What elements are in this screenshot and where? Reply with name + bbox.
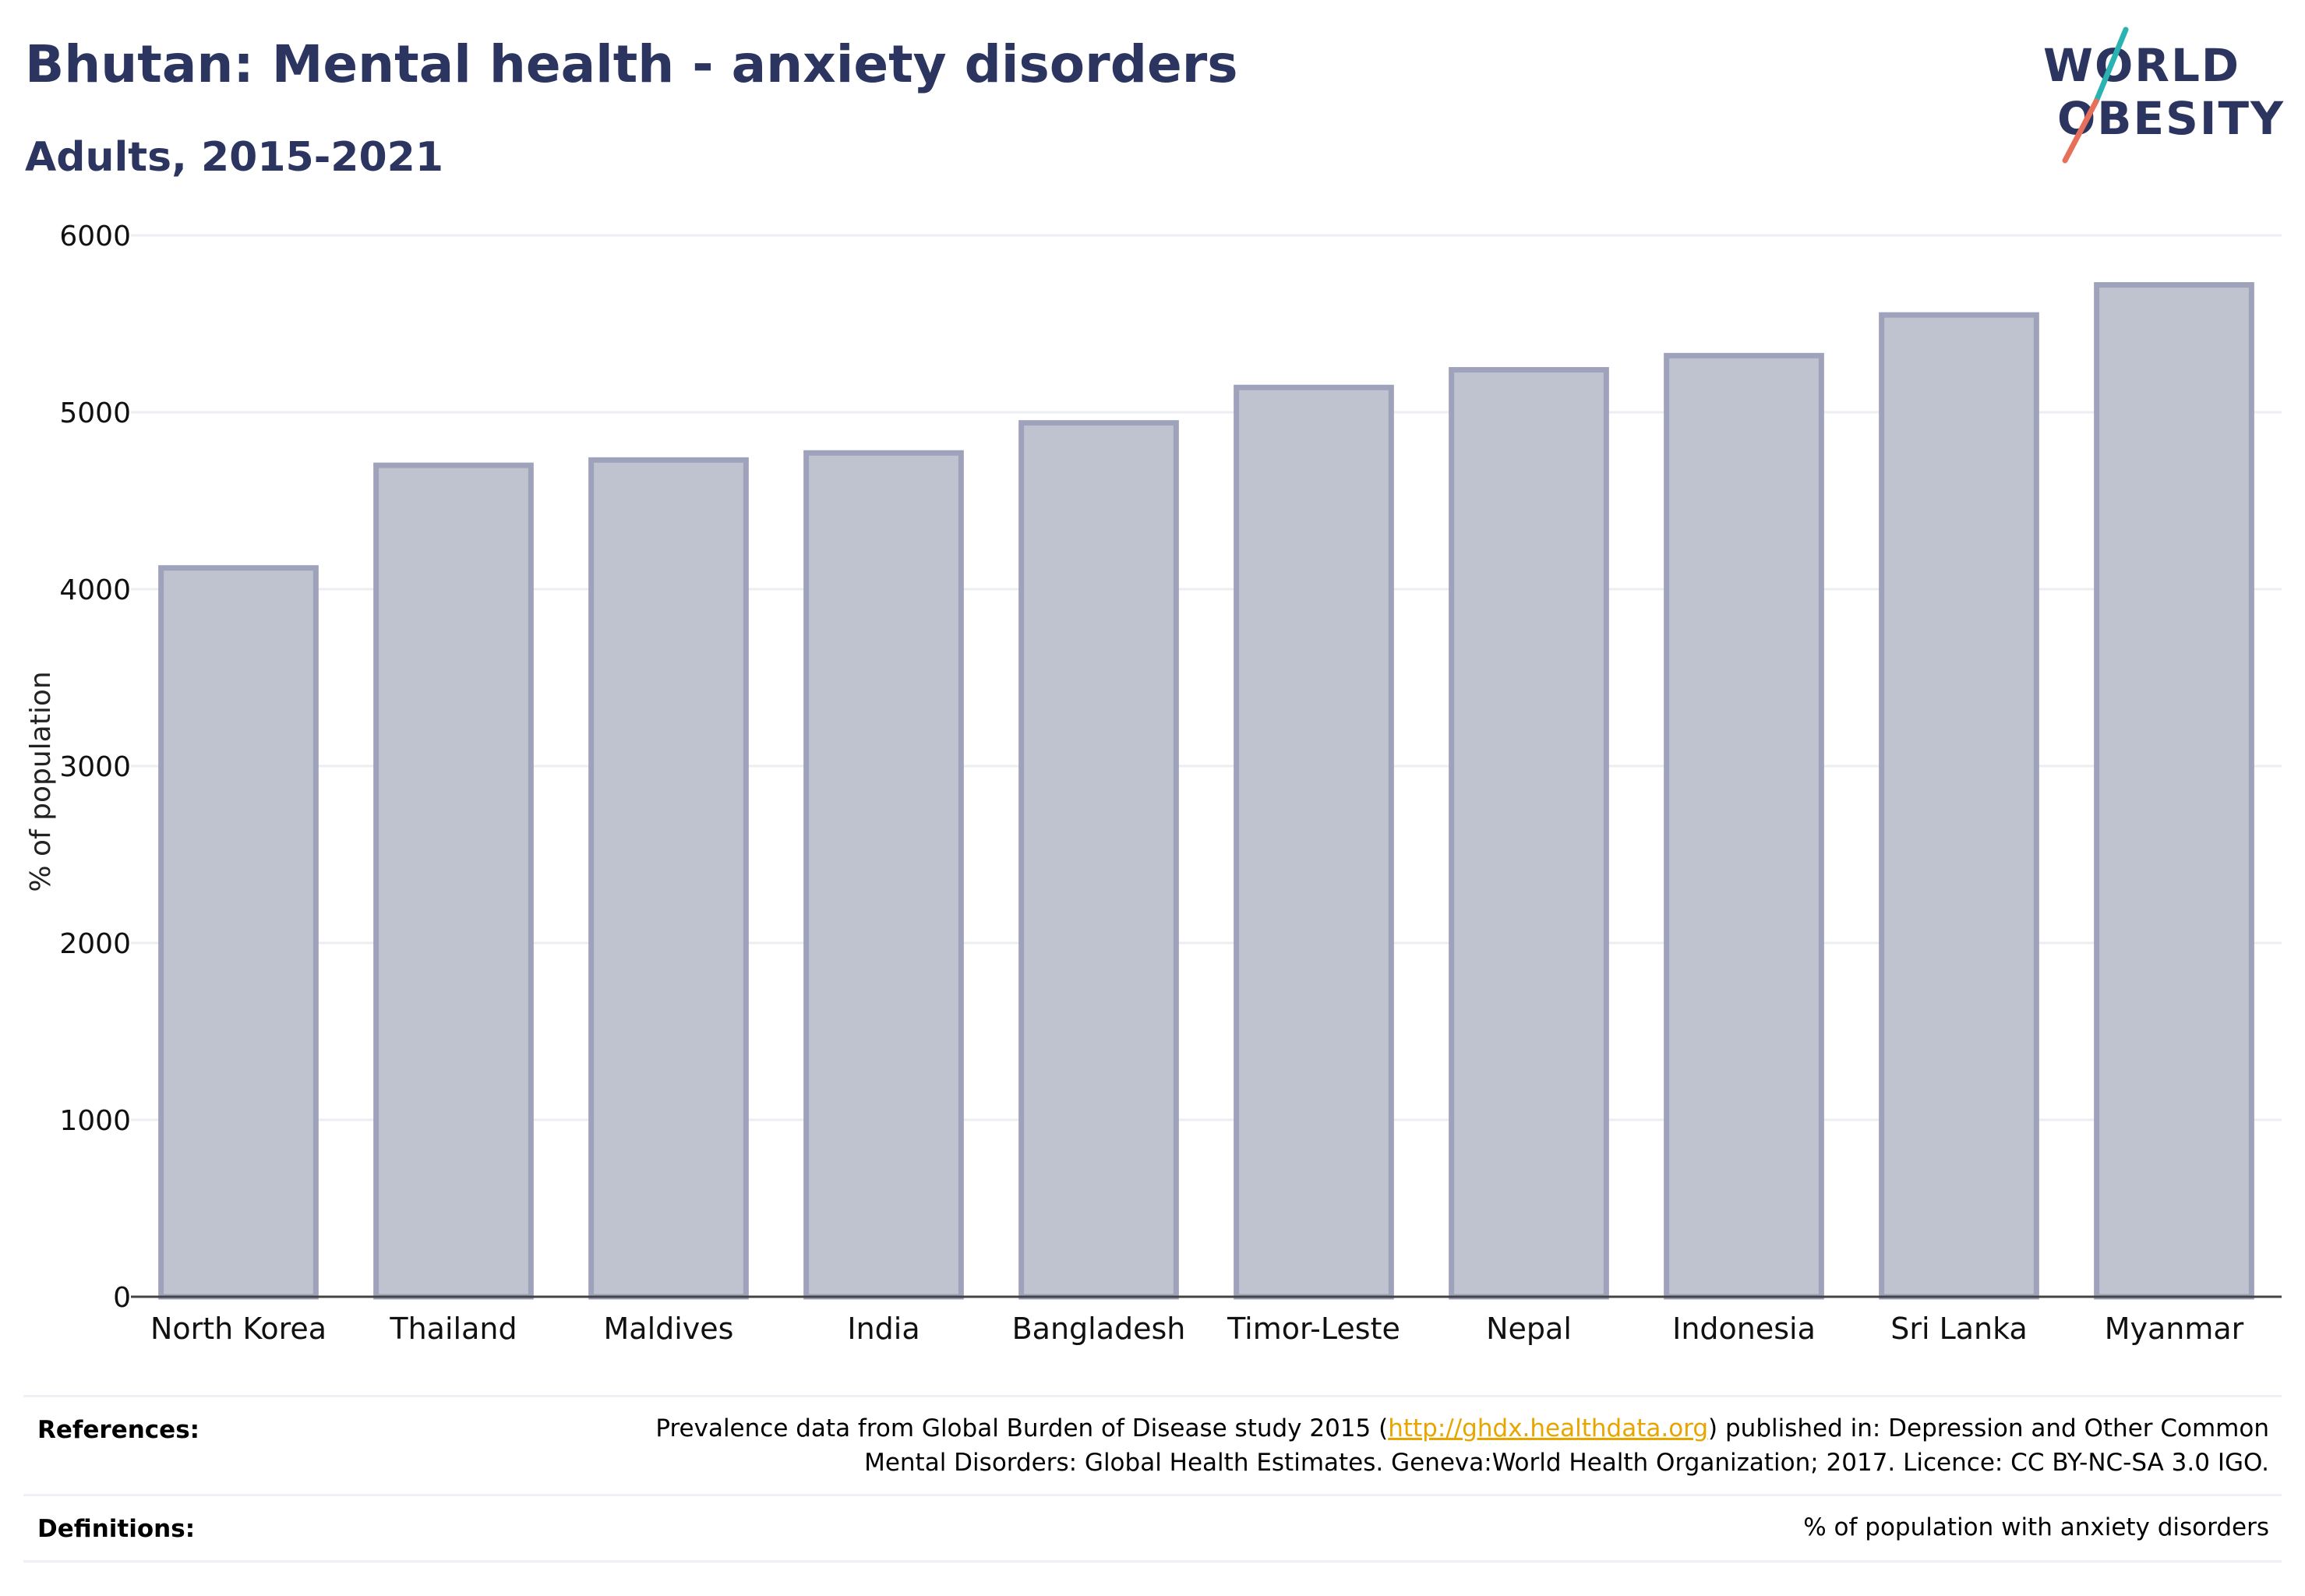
- x-tick-label: Thailand: [389, 1312, 517, 1346]
- logo-word-world: WORLD: [2043, 39, 2241, 92]
- x-tick-label: North Korea: [150, 1312, 327, 1346]
- bar-chart: 0 1000 2000 3000 4000 5000 6000 North Korea Thai…: [25, 221, 2282, 1346]
- bar: [1018, 420, 1179, 1300]
- definitions-row: Definitions: % of population with anxiet…: [23, 1494, 2282, 1562]
- logo-slash-icon: [2062, 26, 2129, 164]
- references-text: Prevalence data from Global Burden of Di…: [655, 1411, 2269, 1480]
- references-text-post: ) published in: Depression and Other Com…: [1708, 1414, 2269, 1442]
- y-tick-label: 5000: [59, 397, 131, 429]
- chart-title: Bhutan: Mental health - anxiety disorder…: [25, 34, 1238, 94]
- bar: [1879, 312, 2039, 1300]
- references-link[interactable]: http://ghdx.healthdata.org: [1388, 1414, 1709, 1442]
- y-tick-label: 0: [113, 1282, 131, 1314]
- y-axis-label: % of population: [25, 671, 57, 892]
- y-tick-label: 2000: [59, 928, 131, 960]
- references-row: References: Prevalence data from Global …: [23, 1395, 2282, 1494]
- x-tick-label: Sri Lanka: [1890, 1312, 2028, 1346]
- footer-references: References: Prevalence data from Global …: [23, 1395, 2282, 1562]
- references-label: References:: [37, 1416, 200, 1444]
- world-obesity-logo: WORLD OBESITY: [2026, 23, 2291, 164]
- references-text-line2: Mental Disorders: Global Health Estimate…: [864, 1449, 2269, 1477]
- y-tick-label: 3000: [59, 751, 131, 783]
- bar: [2094, 282, 2254, 1300]
- x-tick-label: Timor-Leste: [1227, 1312, 1400, 1346]
- bar: [1449, 367, 1609, 1300]
- bar: [1664, 352, 1824, 1300]
- x-tick-label: Indonesia: [1672, 1312, 1816, 1346]
- bar: [803, 450, 964, 1300]
- bar: [158, 565, 319, 1300]
- x-tick-label: Nepal: [1486, 1312, 1572, 1346]
- bars: [158, 282, 2254, 1300]
- definitions-label: Definitions:: [37, 1515, 196, 1543]
- references-text-pre: Prevalence data from Global Burden of Di…: [655, 1414, 1389, 1442]
- chart-subtitle: Adults, 2015-2021: [25, 134, 444, 181]
- y-tick-label: 1000: [59, 1105, 131, 1137]
- x-tick-label: India: [847, 1312, 920, 1346]
- bar: [373, 462, 534, 1300]
- x-tick-label: Myanmar: [2105, 1312, 2244, 1346]
- definitions-text: % of population with anxiety disorders: [1803, 1513, 2269, 1541]
- x-tick-label: Bangladesh: [1012, 1312, 1186, 1346]
- y-tick-label: 6000: [59, 221, 131, 252]
- y-tick-label: 4000: [59, 574, 131, 606]
- x-tick-label: Maldives: [604, 1312, 734, 1346]
- bar: [588, 457, 749, 1300]
- axes: 0 1000 2000 3000 4000 5000 6000 North Korea Thai…: [59, 221, 2282, 1346]
- bar: [1234, 384, 1394, 1300]
